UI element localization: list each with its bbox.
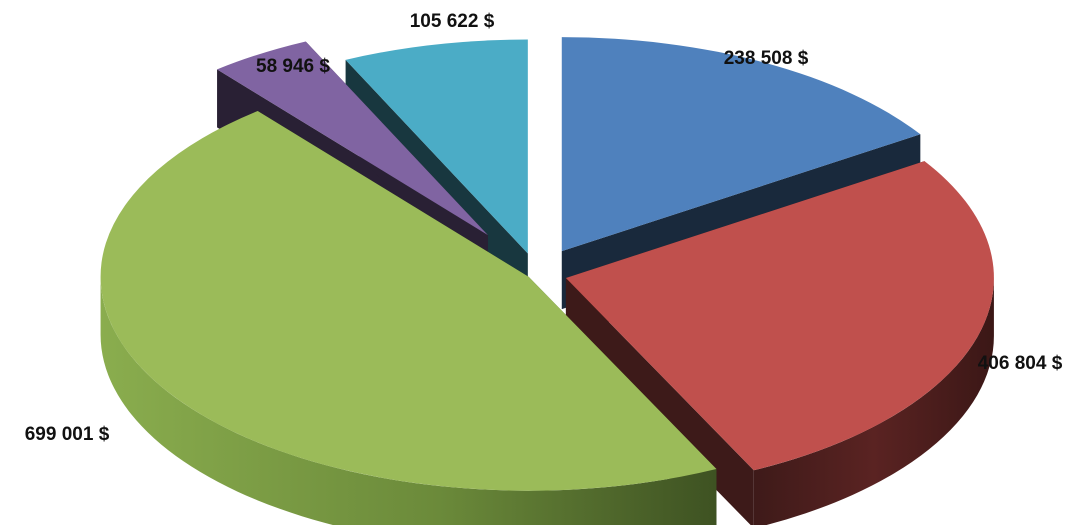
data-label-5: 105 622 $ bbox=[410, 11, 495, 32]
data-label-4: 58 946 $ bbox=[256, 56, 330, 77]
data-label-1: 238 508 $ bbox=[724, 48, 809, 69]
data-label-3: 699 001 $ bbox=[25, 424, 110, 445]
pie-slices bbox=[100, 37, 994, 525]
data-label-2: 406 804 $ bbox=[978, 353, 1063, 374]
pie-slice-3 bbox=[100, 111, 717, 525]
data-labels: 238 508 $ 406 804 $ 699 001 $ 58 946 $ 105 6… bbox=[25, 11, 1063, 445]
